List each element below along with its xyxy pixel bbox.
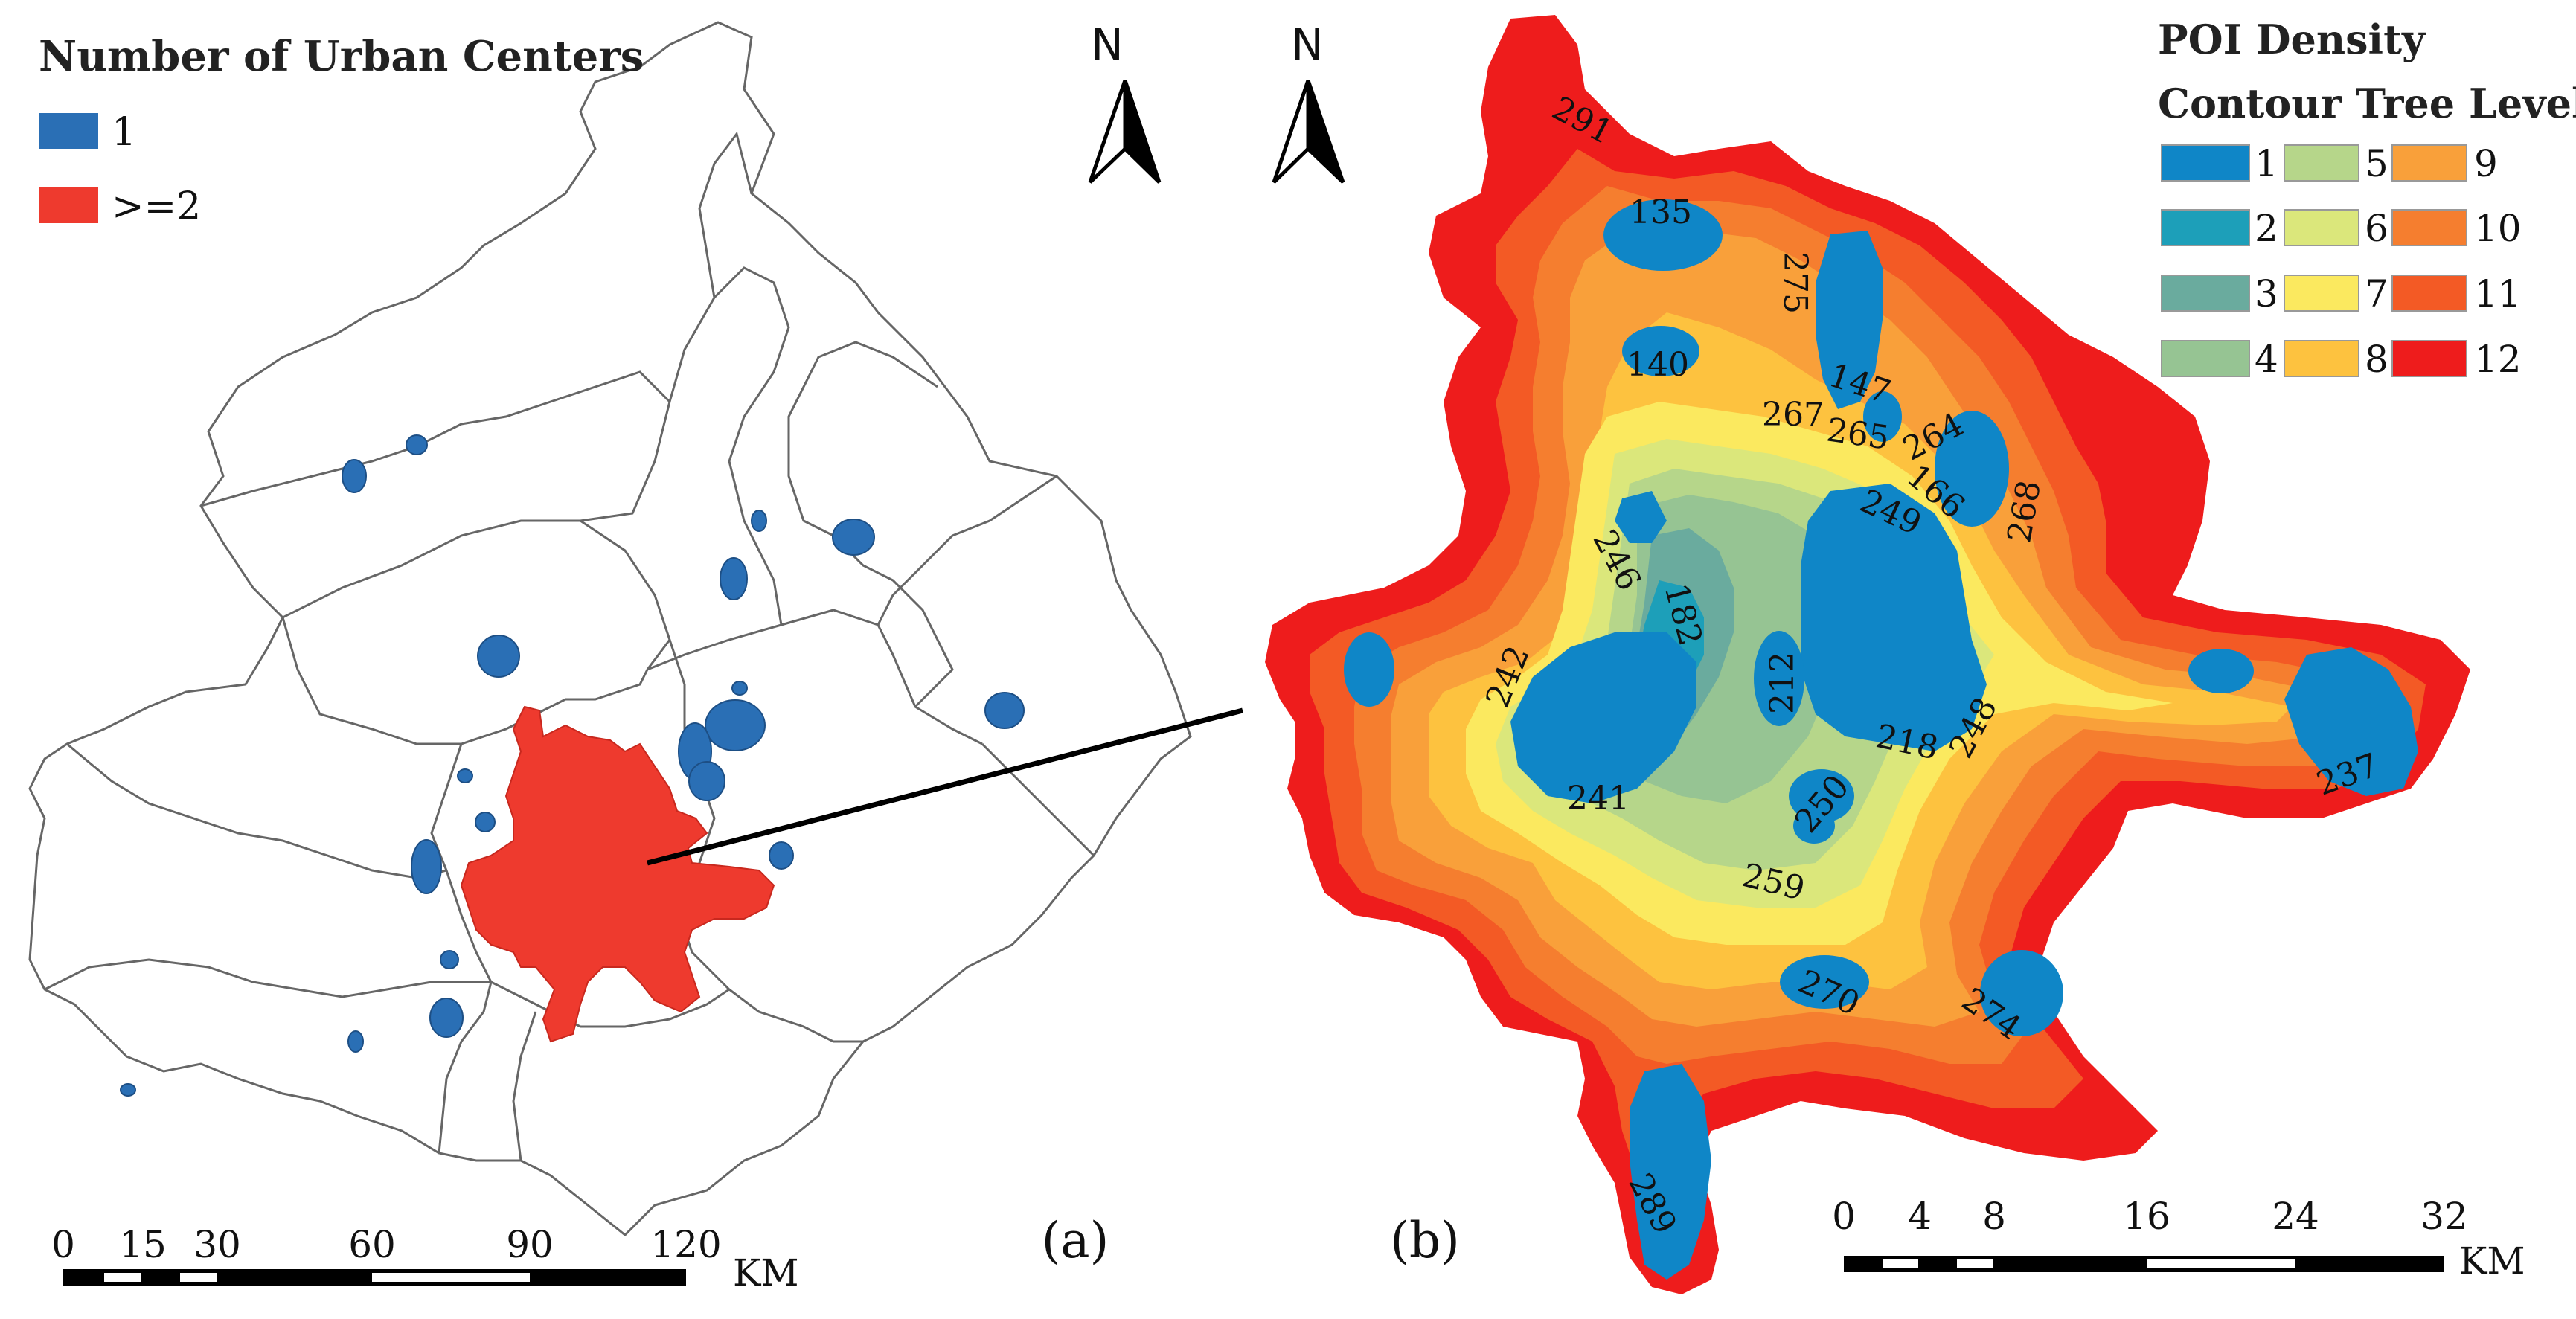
urban-centers-multi xyxy=(460,705,775,1043)
urban-centers-single xyxy=(120,434,1025,1097)
svg-text:N: N xyxy=(1291,19,1323,70)
legend-level-label: 4 xyxy=(2255,338,2278,381)
svg-text:KM: KM xyxy=(733,1251,799,1294)
svg-text:0: 0 xyxy=(51,1223,75,1266)
boundary-outline xyxy=(28,21,1192,1237)
legend-level-label: 2 xyxy=(2255,207,2278,250)
north-arrow-b: N xyxy=(1272,19,1345,184)
legend-label-single: 1 xyxy=(112,110,136,155)
panel-a-legend-title: Number of Urban Centers xyxy=(39,32,644,81)
panel-b-legend-title-1: POI Density xyxy=(2158,16,2426,63)
contour-label: 275 xyxy=(1776,251,1814,314)
legend-level-label: 8 xyxy=(2365,338,2388,381)
contour-label: 267 xyxy=(1762,396,1824,434)
contour-level-1 xyxy=(1344,199,2418,1280)
legend-label-multi: >=2 xyxy=(112,184,201,229)
svg-text:60: 60 xyxy=(348,1223,396,1266)
svg-text:24: 24 xyxy=(2272,1195,2319,1238)
legend-column-3: 9 10 11 12 xyxy=(2391,142,2522,381)
connector-line xyxy=(647,707,1243,866)
legend-column-1: 1 2 3 4 xyxy=(2161,142,2278,381)
legend-level-label: 1 xyxy=(2255,142,2278,185)
svg-text:16: 16 xyxy=(2123,1195,2170,1238)
svg-text:32: 32 xyxy=(2420,1195,2468,1238)
legend-level-label: 10 xyxy=(2474,207,2522,250)
legend-level-label: 5 xyxy=(2365,142,2388,185)
svg-text:120: 120 xyxy=(650,1223,721,1266)
district-lines xyxy=(44,131,1095,1161)
panel-b-legend-title-2: Contour Tree Level xyxy=(2158,80,2576,127)
svg-text:KM: KM xyxy=(2459,1239,2525,1283)
panel-a-label: (a) xyxy=(1042,1212,1109,1269)
scale-bar-b: 0 4 8 16 24 32 KM xyxy=(1832,1195,2525,1283)
panel-a-map xyxy=(28,21,1192,1237)
svg-text:30: 30 xyxy=(193,1223,241,1266)
svg-text:8: 8 xyxy=(1982,1195,2006,1238)
legend-level-label: 3 xyxy=(2255,272,2278,315)
scale-bar-a: 0 15 30 60 90 120 KM xyxy=(51,1223,798,1294)
legend-column-2: 5 6 7 8 xyxy=(2284,142,2388,381)
north-arrow-a: N xyxy=(1088,19,1162,184)
contour-label: 265 xyxy=(1824,411,1891,458)
contour-label: 140 xyxy=(1627,346,1689,384)
panel-b-legend: POI Density Contour Tree Level 1 2 3 4 5… xyxy=(2158,16,2576,381)
legend-level-label: 12 xyxy=(2474,338,2522,381)
panel-b-label: (b) xyxy=(1390,1212,1460,1269)
panel-a-legend: Number of Urban Centers 1 >=2 xyxy=(39,32,644,229)
legend-level-label: 6 xyxy=(2365,207,2388,250)
contour-label: 241 xyxy=(1567,780,1630,818)
legend-level-label: 9 xyxy=(2474,142,2498,185)
svg-text:4: 4 xyxy=(1908,1195,1932,1238)
legend-swatch-multi xyxy=(39,187,98,223)
svg-text:N: N xyxy=(1091,19,1123,70)
contour-label: 135 xyxy=(1630,193,1692,231)
contour-label: 212 xyxy=(1763,652,1801,714)
legend-level-label: 11 xyxy=(2474,272,2522,315)
legend-swatch-single xyxy=(39,113,98,149)
svg-text:15: 15 xyxy=(119,1223,167,1266)
svg-text:90: 90 xyxy=(506,1223,554,1266)
contour-labels: 291 135 275 140 147 267 265 264 166 268 … xyxy=(1478,89,2383,1240)
svg-text:0: 0 xyxy=(1832,1195,1856,1238)
panel-b-contours xyxy=(1265,15,2470,1294)
legend-level-label: 7 xyxy=(2365,272,2388,315)
